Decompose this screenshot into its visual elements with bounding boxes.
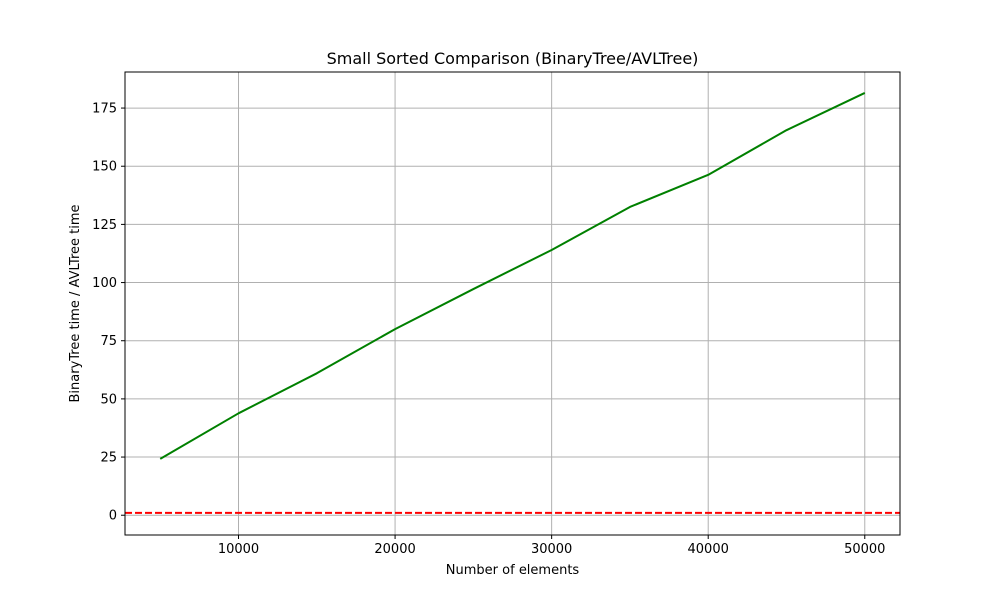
plot-area: [125, 92, 900, 514]
x-tick-label: 20000: [374, 542, 415, 557]
y-tick-label: 100: [92, 276, 117, 291]
grid: [125, 72, 900, 535]
y-tick-label: 75: [100, 334, 117, 349]
y-tick-label: 25: [100, 451, 117, 466]
x-tick-label: 40000: [688, 542, 729, 557]
x-axis-label: Number of elements: [446, 563, 580, 578]
y-tick-label: 0: [109, 509, 117, 524]
y-tick-label: 175: [92, 102, 117, 117]
axes-frame: [124, 71, 901, 536]
ticks: 10000 20000 30000 40000 50000 0 25 50 75 100 125 15…: [92, 102, 885, 557]
chart-title: Small Sorted Comparison (BinaryTree/AVLT…: [327, 49, 699, 68]
y-tick-label: 150: [92, 160, 117, 175]
series-line-1: [159, 92, 866, 460]
x-tick-label: 10000: [218, 542, 259, 557]
x-tick-label: 50000: [844, 542, 885, 557]
y-axis-label: BinaryTree time / AVLTree time: [68, 204, 83, 402]
y-tick-label: 125: [92, 218, 117, 233]
y-tick-label: 50: [100, 392, 117, 407]
x-tick-label: 30000: [531, 542, 572, 557]
